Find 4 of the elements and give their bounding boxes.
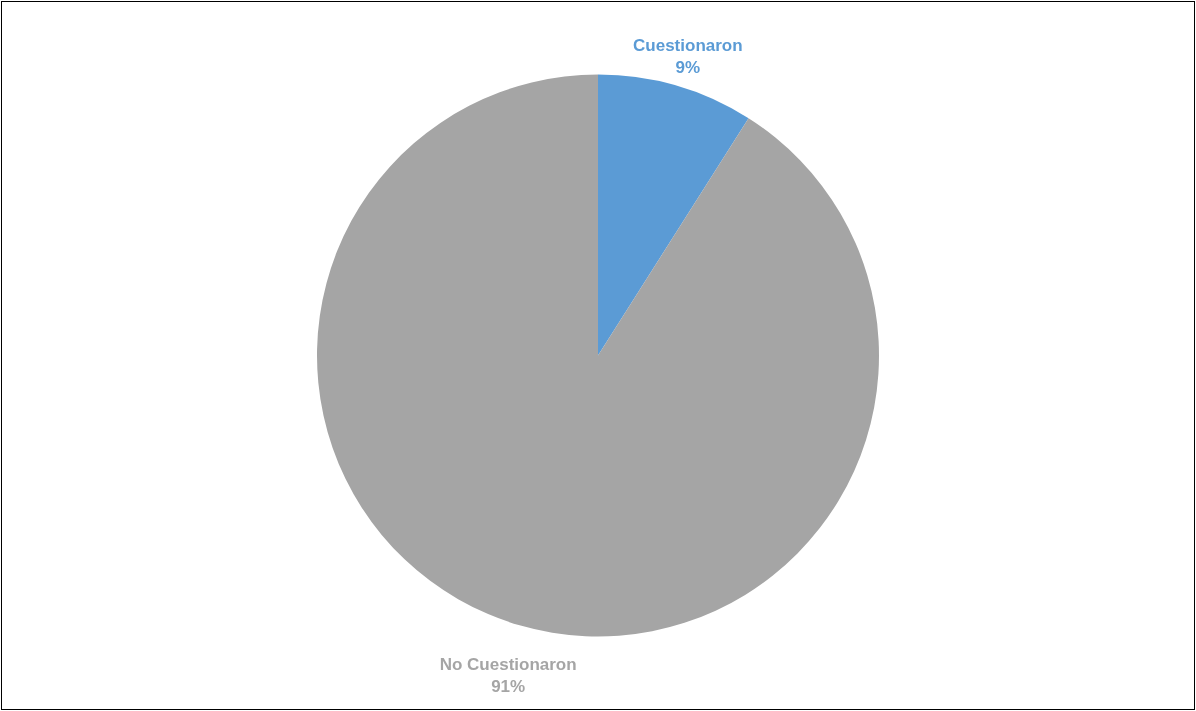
slice-label: No Cuestionaron xyxy=(439,654,577,674)
slice-label: Cuestionaron xyxy=(633,36,743,56)
data-label: 91% xyxy=(491,676,526,696)
data-label: 9% xyxy=(675,58,701,78)
